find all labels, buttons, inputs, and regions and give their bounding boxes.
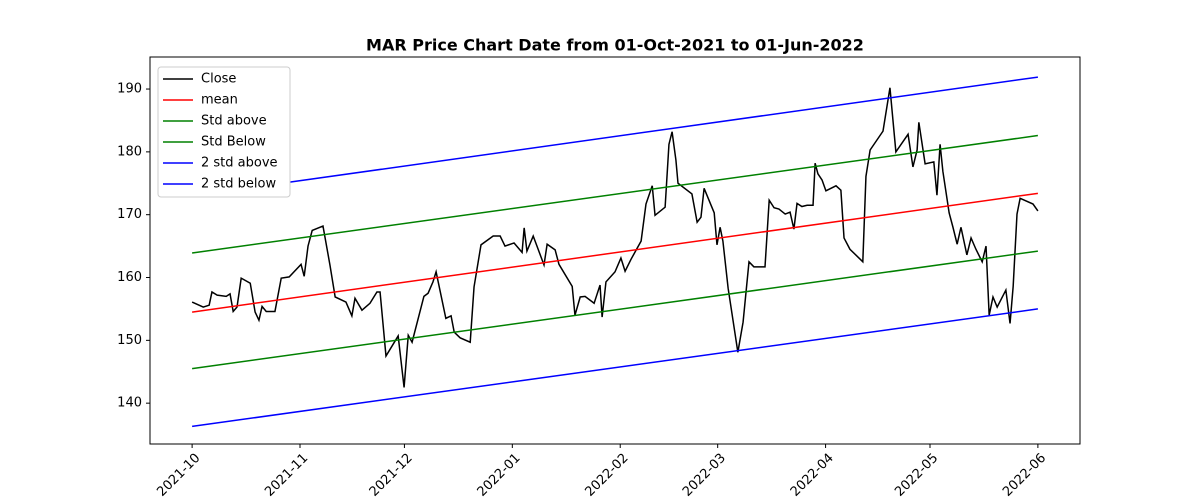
chart-title: MAR Price Chart Date from 01-Oct-2021 to…	[366, 36, 864, 55]
legend-label: 2 std above	[201, 156, 278, 171]
plot-frame	[149, 56, 1081, 445]
series-line	[192, 134, 1038, 254]
x-tick-label: 2022-03	[680, 451, 729, 500]
y-tick-label: 170	[117, 207, 142, 222]
x-tick-label: 2021-12	[367, 451, 416, 500]
y-tick-label: 160	[117, 270, 142, 285]
series-line	[191, 87, 1039, 388]
x-tick-label: 2022-02	[583, 451, 632, 500]
y-tick-label: 140	[117, 396, 142, 411]
x-tick-label: 2021-10	[154, 451, 203, 500]
y-tick-label: 180	[117, 144, 142, 159]
x-tick-label: 2021-11	[262, 451, 311, 500]
legend-label: 2 std below	[201, 177, 276, 192]
series-line	[192, 76, 1038, 197]
legend-label: Std Below	[201, 135, 266, 150]
series-line	[192, 192, 1038, 313]
legend-label: Close	[201, 72, 236, 87]
x-tick-label: 2022-01	[475, 451, 524, 500]
x-tick-label: 2022-04	[788, 451, 837, 500]
series-line	[192, 308, 1038, 428]
y-tick-label: 190	[117, 82, 142, 97]
series-line	[192, 250, 1038, 370]
legend-label: mean	[201, 93, 238, 108]
x-tick-label: 2022-05	[892, 451, 941, 500]
legend-label: Std above	[201, 114, 267, 129]
x-tick-label: 2022-06	[1000, 451, 1049, 500]
y-tick-label: 150	[117, 333, 142, 348]
